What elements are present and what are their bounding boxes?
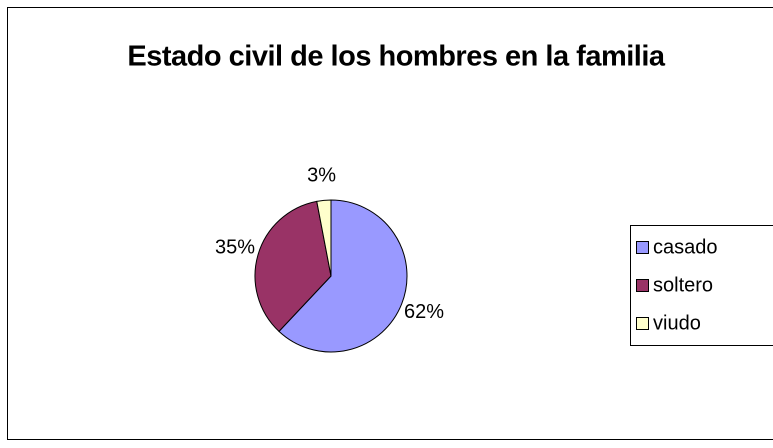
chart-title: Estado civil de los hombres en la famili… (127, 41, 665, 73)
legend-box (630, 225, 773, 346)
legend-swatch (636, 317, 649, 330)
legend-label: casado (653, 236, 718, 258)
legend-swatch (636, 279, 649, 292)
pie-slice (316, 199, 332, 277)
chart-frame (7, 7, 773, 440)
pie-slice (278, 199, 408, 353)
data-label: 3% (307, 165, 336, 187)
pie-slice (254, 200, 332, 333)
legend-label: soltero (653, 274, 713, 296)
legend-swatch (636, 241, 649, 254)
legend-label: viudo (653, 312, 701, 334)
data-label: 35% (215, 236, 255, 258)
data-label: 62% (404, 301, 444, 323)
